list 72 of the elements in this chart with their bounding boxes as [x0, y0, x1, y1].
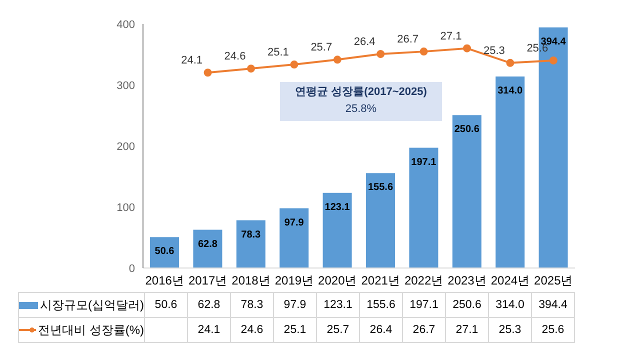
- bar: [452, 115, 482, 268]
- text: 24.1: [181, 54, 203, 67]
- bar: [236, 220, 266, 268]
- data-label: 78.3: [230, 293, 273, 317]
- data-label: 26.7: [402, 318, 445, 342]
- text: 25.3: [483, 44, 505, 57]
- text: 123.1: [324, 202, 350, 214]
- x-tick-label: 2024년: [490, 274, 530, 288]
- bar: [496, 76, 525, 268]
- text: 197.1: [411, 156, 436, 168]
- annotation: 연평균 성장률(2017~2025): [294, 85, 428, 100]
- data-label: 62.8: [187, 293, 230, 317]
- data-label: 250.6: [445, 293, 488, 317]
- y-tick-label: 300: [116, 80, 135, 92]
- text: 24.6: [224, 50, 246, 63]
- text: 50.6: [154, 246, 174, 258]
- legend-label: 시장규모(십억달러): [40, 296, 144, 314]
- x-tick-label: 2017년: [188, 274, 228, 288]
- annotation: 25.8%: [344, 102, 378, 117]
- point: [247, 64, 255, 73]
- text: 26.4: [354, 36, 376, 48]
- y-tick-label: 0: [128, 262, 135, 275]
- data-label: 25.3: [488, 318, 531, 342]
- data-label: 155.6: [359, 293, 402, 317]
- point: [333, 56, 342, 64]
- point: [420, 48, 428, 56]
- data-label: 27.1: [445, 318, 488, 342]
- x-tick-label: 2016년: [145, 274, 184, 288]
- bar: [193, 230, 222, 268]
- bar: [322, 192, 352, 268]
- data-label: 197.1: [402, 293, 445, 317]
- bar: [409, 148, 438, 268]
- text: 26.7: [397, 34, 419, 46]
- x-tick-label: 2019년: [274, 274, 314, 288]
- x-tick-label: 2018년: [232, 274, 270, 288]
- text: 78.3: [241, 229, 261, 240]
- point: [376, 50, 385, 58]
- text: 250.6: [454, 124, 480, 136]
- y-tick-label: 400: [116, 18, 135, 31]
- data-label: 24.6: [230, 318, 273, 342]
- data-label: 25.7: [316, 318, 359, 342]
- data-label: 25.6: [531, 318, 575, 342]
- y-tick-label: 100: [116, 202, 135, 214]
- text: 62.8: [198, 238, 218, 250]
- data-label: 314.0: [488, 293, 531, 317]
- text: 25.1: [267, 46, 289, 59]
- data-label: 123.1: [316, 293, 359, 317]
- x-tick-label: 2023년: [448, 274, 486, 288]
- text: 27.1: [440, 30, 462, 42]
- x-tick-label: 2022년: [404, 274, 444, 288]
- text: 97.9: [284, 217, 304, 228]
- data-label: 50.6: [144, 293, 187, 317]
- data-label: 26.4: [359, 318, 402, 342]
- x-tick-label: 2025년: [534, 274, 573, 288]
- bar: [366, 173, 395, 268]
- y-tick-label: 200: [116, 140, 135, 153]
- text: 25.7: [310, 42, 332, 54]
- data-label: 24.1: [187, 318, 230, 342]
- bar: [280, 208, 309, 268]
- x-tick-label: 2020년: [318, 274, 357, 288]
- text: 314.0: [498, 86, 523, 97]
- point: [506, 58, 514, 67]
- data-label: 25.1: [273, 318, 316, 342]
- point: [204, 68, 212, 77]
- point: [463, 44, 471, 52]
- data-label: 394.4: [531, 293, 575, 317]
- x-tick-label: 2021년: [361, 274, 400, 288]
- text: 155.6: [368, 182, 394, 194]
- point: [290, 60, 298, 69]
- legend-label: 전년대비 성장률(%): [38, 322, 144, 338]
- data-label: 97.9: [273, 293, 316, 317]
- point: [549, 56, 558, 64]
